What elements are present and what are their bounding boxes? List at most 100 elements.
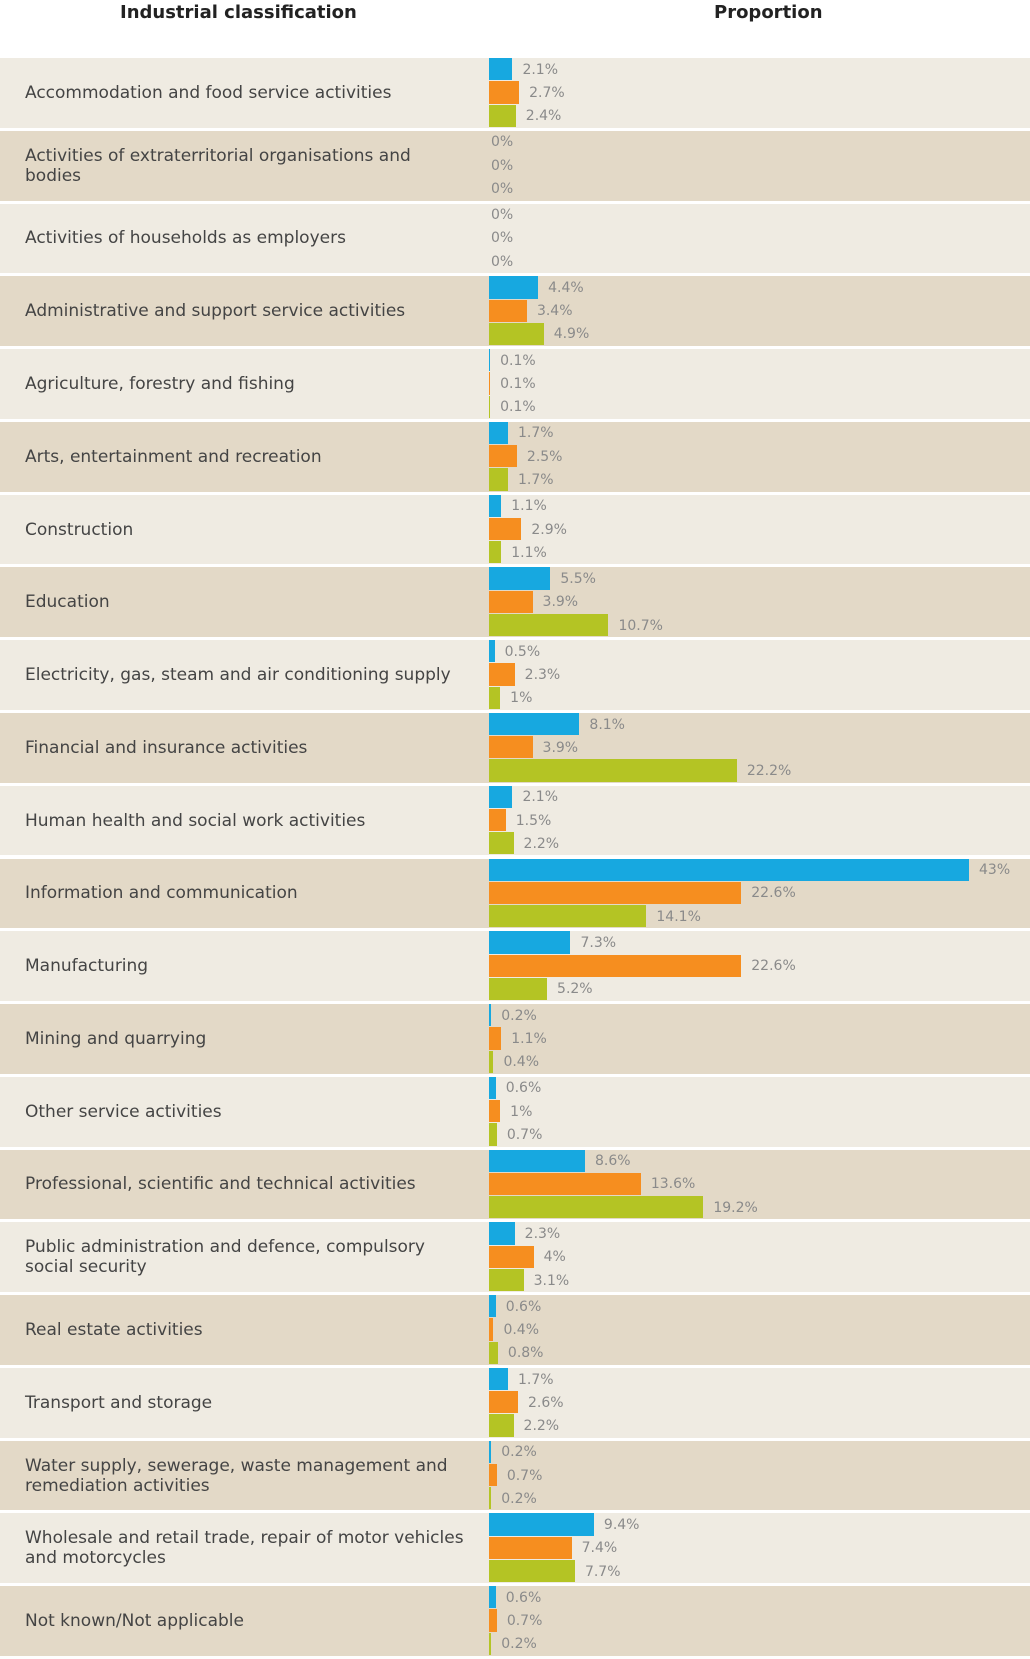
value-label: 13.6% [650,1176,696,1193]
bar [489,590,533,613]
value-label: 7.3% [580,934,617,951]
row: Activities of extraterritorial organisat… [0,130,1030,201]
value-label: 3.4% [536,303,573,320]
category-label: Human health and social work activities [25,810,366,831]
bar [489,858,969,881]
category-label: Wholesale and retail trade, repair of mo… [25,1528,464,1569]
row: Water supply, sewerage, waste management… [0,1440,1030,1511]
bar [489,1513,594,1536]
bar [489,931,571,954]
value-label: 0% [491,230,514,247]
value-label: 0.1% [500,375,536,392]
row: Other service activities 0.6% 1% 0.7% [0,1076,1030,1147]
bar [489,541,502,564]
value-label: 2.1% [522,789,559,806]
value-label: 5.2% [557,981,593,998]
bar [489,1440,492,1463]
value-label: 0.7% [506,1613,543,1630]
bar [489,445,517,468]
value-label: 1.7% [517,425,554,442]
category-label: Not known/Not applicable [25,1611,244,1632]
value-label: 8.1% [589,716,625,733]
category-label: Financial and insurance activities [25,737,308,758]
value-label: 1.7% [517,1371,554,1388]
bar [489,712,580,736]
category-label: Arts, entertainment and recreation [25,446,322,467]
value-label: 0.6% [505,1080,542,1097]
bar [489,1050,494,1073]
bar [489,832,514,855]
category-label: Water supply, sewerage, waste management… [25,1455,448,1496]
row: Activities of households as employers 0% 0… [0,203,1030,274]
row: Real estate activities 0.6% 0.4% 0.8% [0,1295,1030,1365]
value-label: 0.7% [506,1467,543,1484]
value-label: 7.7% [584,1563,621,1580]
value-label: 2.3% [524,667,561,684]
row: Electricity, gas, steam and air conditio… [0,640,1030,710]
row: Agriculture, forestry and fishing 0.1% 0.1… [0,349,1030,419]
value-label: 2.2% [523,835,560,852]
value-label: 2.6% [528,1394,564,1411]
row: Human health and social work activities 2… [0,785,1030,856]
value-label: 0% [491,157,514,174]
category-label: Electricity, gas, steam and air conditio… [25,665,451,686]
value-label: 3.9% [542,594,579,611]
bar [489,1536,572,1559]
value-label: 8.6% [595,1153,631,1170]
value-label: 22.6% [751,958,796,975]
bar [489,1559,575,1583]
bar [489,1414,514,1437]
value-label: 0% [491,253,514,270]
bar [489,299,527,322]
bar [489,1196,704,1219]
bar [489,1318,494,1341]
category-label: Administrative and support service activ… [25,301,406,322]
value-label: 0.1% [500,352,536,369]
category-label: Construction [25,519,134,540]
bar [489,759,737,782]
value-label: 0.2% [501,1007,537,1024]
column-header: Industrial classification [120,2,357,23]
value-label: 9.4% [603,1517,640,1534]
row: Education 5.5% 3.9% 10.7% [0,567,1030,638]
bar [489,881,742,904]
bar [489,1367,508,1391]
bar [489,1004,492,1027]
bar [489,372,491,395]
value-label: 0% [491,180,514,197]
value-label: 2.2% [523,1418,560,1435]
bar [489,567,551,590]
category-label: Public administration and defence, compu… [25,1237,425,1278]
value-label: 3.1% [533,1272,570,1289]
value-label: 0.2% [501,1444,537,1461]
bar [489,1586,496,1609]
bar [489,1463,497,1487]
category-label: Information and communication [25,883,298,904]
value-label: 0.8% [507,1345,544,1362]
category-label: Activities of households as employers [25,228,346,249]
value-label: 0.2% [501,1490,537,1507]
value-label: 0.7% [506,1126,543,1143]
value-label: 10.7% [618,617,663,634]
value-label: 2.7% [529,84,565,101]
category-label: Other service activities [25,1101,222,1122]
category-label: Manufacturing [25,956,149,977]
value-label: 22.6% [751,885,796,902]
value-label: 0.6% [505,1298,542,1315]
bar [489,640,495,663]
bar [489,1123,497,1146]
value-label: 2.3% [524,1225,561,1242]
category-label: Accommodation and food service activitie… [25,82,392,103]
value-label: 1.5% [515,812,552,829]
bar [489,104,516,127]
bar [489,276,539,299]
row: Arts, entertainment and recreation 1.7% 2.… [0,421,1030,492]
bar [489,1391,519,1414]
bar [489,1487,492,1510]
row: Financial and insurance activities 8.1% 3.… [0,712,1030,783]
row: Wholesale and retail trade, repair of mo… [0,1513,1030,1584]
column-header: Proportion [714,2,823,23]
bar [489,1295,496,1318]
bar [489,905,647,928]
